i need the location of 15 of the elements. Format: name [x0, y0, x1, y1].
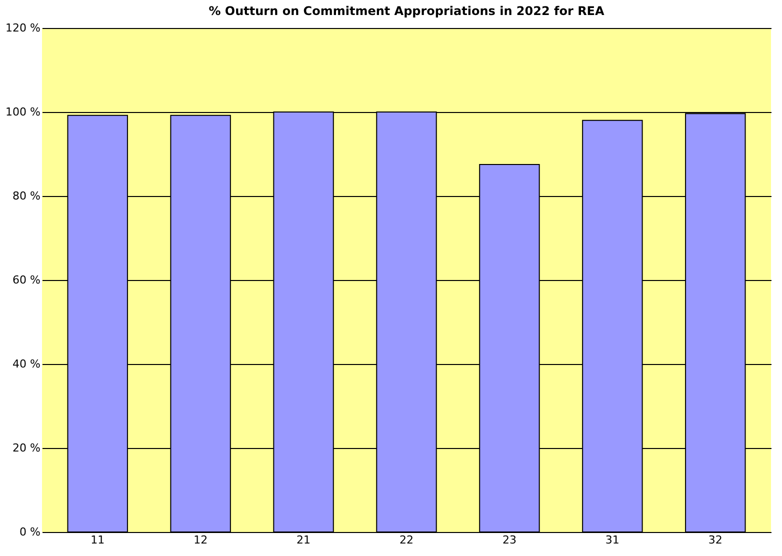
y-tick-label: 20 % [12, 442, 40, 454]
x-tick-label: 32 [708, 534, 722, 546]
x-tick-label: 11 [90, 534, 105, 546]
chart-title: % Outturn on Commitment Appropriations in 2022 for REA [208, 4, 605, 18]
x-tick-label: 12 [194, 534, 208, 546]
y-tick-label: 100 % [6, 106, 40, 118]
y-tick-label: 60 % [12, 274, 40, 286]
y-tick-label: 120 % [6, 22, 40, 34]
y-tick-label: 80 % [12, 190, 40, 202]
y-tick-label: 40 % [12, 358, 40, 370]
x-tick-label: 23 [502, 534, 516, 546]
x-tick-label: 21 [296, 534, 311, 546]
x-tick-label: 22 [400, 534, 414, 546]
y-tick-label: 0 % [20, 526, 40, 538]
x-tick-label: 31 [605, 534, 620, 546]
